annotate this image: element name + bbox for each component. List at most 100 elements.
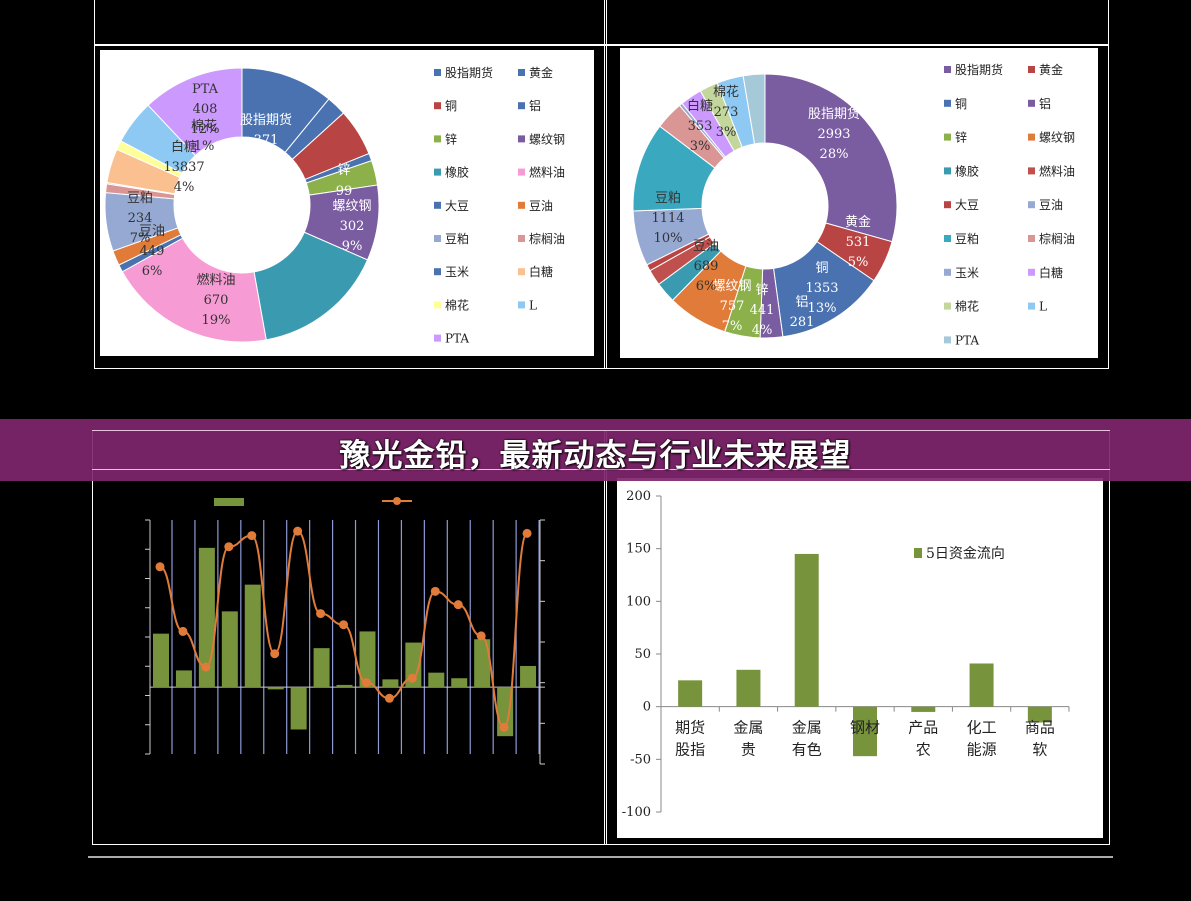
combo-line-point	[522, 528, 532, 538]
donut-data-label: 锌	[755, 283, 768, 298]
donut-data-label: 7%	[722, 319, 743, 334]
donut-data-label: 铜	[815, 261, 828, 276]
combo-bar	[382, 679, 399, 688]
donut-slice	[147, 67, 243, 157]
flow-bar	[1027, 706, 1052, 723]
combo-line-point	[293, 526, 303, 536]
y-tick-label: -100	[622, 805, 651, 820]
legend-swatch	[518, 268, 525, 276]
legend-label: 棉花	[955, 299, 979, 314]
legend-swatch	[434, 235, 441, 242]
donut-data-label: 4%	[174, 180, 195, 195]
top-left-frame	[94, 0, 607, 46]
donut-data-label: 棉花	[191, 118, 217, 134]
legend-swatch	[434, 102, 441, 110]
combo-line-point	[270, 649, 280, 659]
legend-bar-swatch	[214, 498, 244, 506]
donut-data-label: 螺纹钢	[712, 279, 751, 294]
legend-label: 股指期货	[445, 65, 493, 80]
legend-swatch	[944, 336, 951, 344]
combo-chart-panel	[96, 482, 596, 832]
x-category-label: 农	[916, 741, 931, 759]
donut-chart-2: 股指期货299328%黄金5315%铜135313%铝2813%锌4414%螺纹…	[632, 62, 1075, 350]
legend-label: 铝	[1039, 96, 1051, 111]
donut-data-label: 棉花	[713, 84, 739, 100]
combo-line-point	[430, 586, 440, 596]
legend-label: 豆粕	[445, 231, 469, 246]
flow-bar	[678, 680, 703, 707]
legend-swatch	[434, 334, 441, 342]
combo-line-point	[384, 693, 394, 703]
donut-data-label: 7%	[130, 231, 151, 246]
donut-data-label: 豆油	[693, 239, 719, 254]
title-banner	[0, 419, 1191, 481]
donut-data-label: 353	[688, 119, 713, 134]
donut-data-label: 1%	[194, 139, 215, 154]
legend-swatch	[1028, 133, 1035, 141]
combo-line-point	[155, 562, 165, 572]
fund-flow-chart-panel: 200 150 100 50 0 -50 -100 期货 股指 金属贵 金属 有色 钢材 产品农 化工 能源 商…	[617, 478, 1103, 838]
legend-swatch	[434, 301, 441, 309]
donut-data-label: 408	[193, 102, 218, 117]
legend-swatch	[1028, 268, 1035, 276]
donut-data-label: 302	[340, 219, 365, 234]
legend-swatch	[1028, 201, 1035, 209]
legend-label: PTA	[955, 333, 979, 347]
flow-bar	[853, 706, 877, 757]
legend-label: 5日资金流向	[926, 546, 1005, 562]
y-tick-label: 150	[626, 542, 651, 557]
y-tick-label: -50	[630, 752, 651, 767]
x-category-label: 金属	[733, 719, 763, 737]
legend-swatch	[434, 69, 441, 76]
legend-swatch	[518, 201, 525, 209]
mid-left-frame	[94, 44, 607, 369]
donut-data-label: 股指期货	[240, 112, 292, 128]
donut-data-label: 2993	[817, 127, 850, 142]
legend-swatch	[944, 99, 951, 107]
donut-slice	[121, 237, 267, 343]
legend-label: PTA	[445, 332, 469, 346]
legend-label: 豆粕	[955, 231, 979, 246]
combo-bar	[474, 639, 491, 688]
donut-chart-2-panel: 股指期货 2993 28% 黄金 531 5% 铜 1353 13% 铝 281 3% 锌 441 4% 螺纹…	[620, 48, 1098, 358]
legend-swatch	[434, 201, 441, 209]
legend-swatch	[944, 235, 951, 242]
donut-data-label: 豆粕	[127, 191, 153, 206]
donut-data-label: 螺纹钢	[332, 199, 371, 214]
combo-line-point	[361, 678, 371, 688]
legend-label: 黄金	[529, 65, 553, 80]
flow-bar	[736, 669, 761, 707]
legend-swatch	[1028, 66, 1035, 73]
donut-data-label: 371	[254, 133, 279, 148]
legend-label: 股指期货	[955, 62, 1003, 77]
legend-swatch	[1028, 302, 1035, 310]
legend-swatch	[1028, 235, 1035, 242]
donut-data-label: 豆粕	[655, 191, 681, 206]
legend-label: 大豆	[445, 199, 469, 213]
donut-data-label: 铝	[795, 295, 808, 310]
combo-chart	[145, 497, 545, 765]
y-tick-label: 50	[634, 647, 651, 662]
combo-bar	[451, 678, 468, 688]
x-category-label: 能源	[967, 741, 997, 759]
bottom-rule	[88, 856, 1113, 858]
legend-label: 橡胶	[955, 163, 979, 178]
donut-data-label: 白糖	[171, 139, 197, 155]
legend-line-marker	[393, 497, 401, 505]
legend-swatch	[518, 235, 525, 242]
legend-swatch	[434, 135, 441, 143]
donut-data-label: 黄金	[845, 214, 871, 230]
legend-swatch	[518, 135, 525, 143]
combo-bar	[290, 687, 307, 730]
donut-data-label: 99	[336, 184, 353, 199]
combo-bar	[244, 584, 261, 688]
x-category-label: 软	[1032, 741, 1047, 759]
y-tick-label: 0	[643, 700, 651, 715]
mid-right-frame	[604, 44, 1109, 369]
donut-data-label: 1353	[805, 281, 838, 296]
x-category-label: 期货	[675, 719, 705, 737]
legend-label: 螺纹钢	[1039, 131, 1075, 145]
x-category-label: 钢材	[850, 719, 880, 737]
legend-swatch	[1028, 167, 1035, 175]
